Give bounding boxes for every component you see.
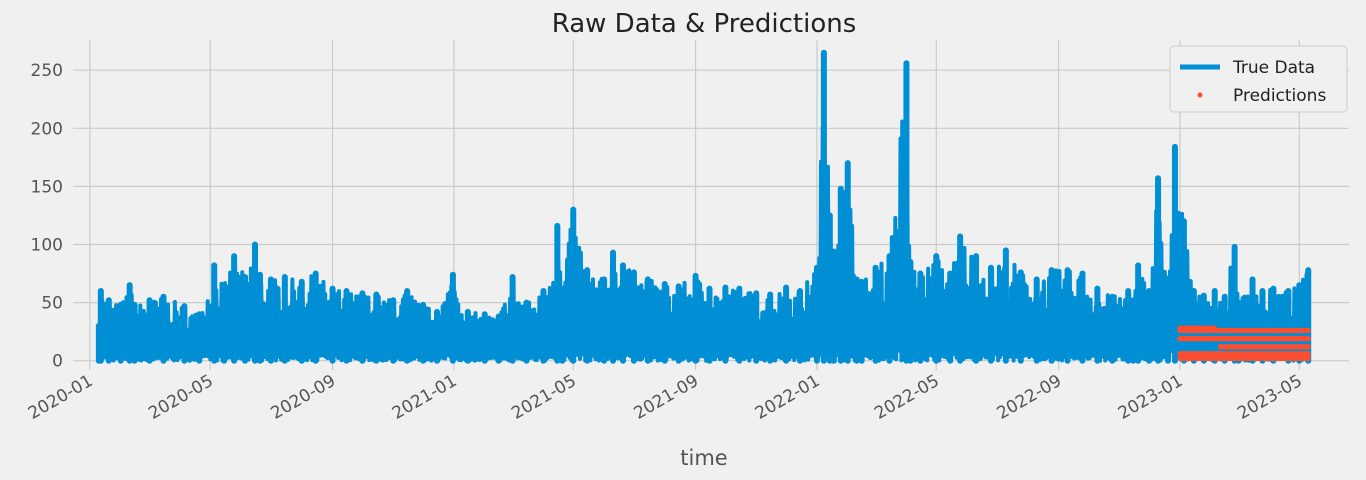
- y-axis-tick-labels: 0 50 100 150 200 250: [31, 61, 63, 371]
- prediction-point: [1305, 336, 1311, 342]
- y-tick-label: 150: [31, 177, 63, 197]
- x-tick-label: 2022-05: [871, 371, 943, 424]
- x-tick-label: 2022-01: [752, 371, 824, 424]
- y-tick-label: 50: [41, 294, 63, 314]
- prediction-point: [1305, 327, 1311, 334]
- legend-swatch-predictions: [1197, 92, 1203, 98]
- x-tick-label: 2022-09: [994, 371, 1066, 424]
- x-axis-tick-labels: 2020-01 2020-05 2020-09 2021-01 2021-05 2021-…: [25, 371, 1306, 424]
- x-tick-label: 2021-01: [389, 371, 461, 424]
- y-tick-label: 0: [52, 352, 63, 372]
- x-tick-label: 2023-01: [1115, 371, 1187, 424]
- x-tick-label: 2021-09: [631, 371, 703, 424]
- x-tick-label: 2021-05: [508, 371, 580, 424]
- x-tick-label: 2020-01: [25, 371, 97, 424]
- legend: True Data Predictions: [1169, 45, 1348, 113]
- x-tick-label: 2023-05: [1234, 371, 1306, 424]
- predictions-series: [1177, 325, 1311, 361]
- chart-title: Raw Data & Predictions: [552, 9, 857, 39]
- y-tick-label: 200: [31, 119, 63, 139]
- x-tick-label: 2020-05: [145, 371, 217, 424]
- legend-label-true-data: True Data: [1232, 58, 1315, 78]
- legend-box: [1169, 45, 1348, 113]
- x-axis-label: time: [680, 446, 727, 470]
- y-tick-label: 250: [31, 61, 63, 81]
- prediction-point: [1305, 344, 1311, 350]
- y-tick-label: 100: [31, 236, 63, 256]
- x-tick-label: 2020-09: [268, 371, 340, 424]
- legend-label-predictions: Predictions: [1233, 86, 1326, 106]
- prediction-point: [1305, 351, 1311, 357]
- prediction-point: [1305, 355, 1311, 361]
